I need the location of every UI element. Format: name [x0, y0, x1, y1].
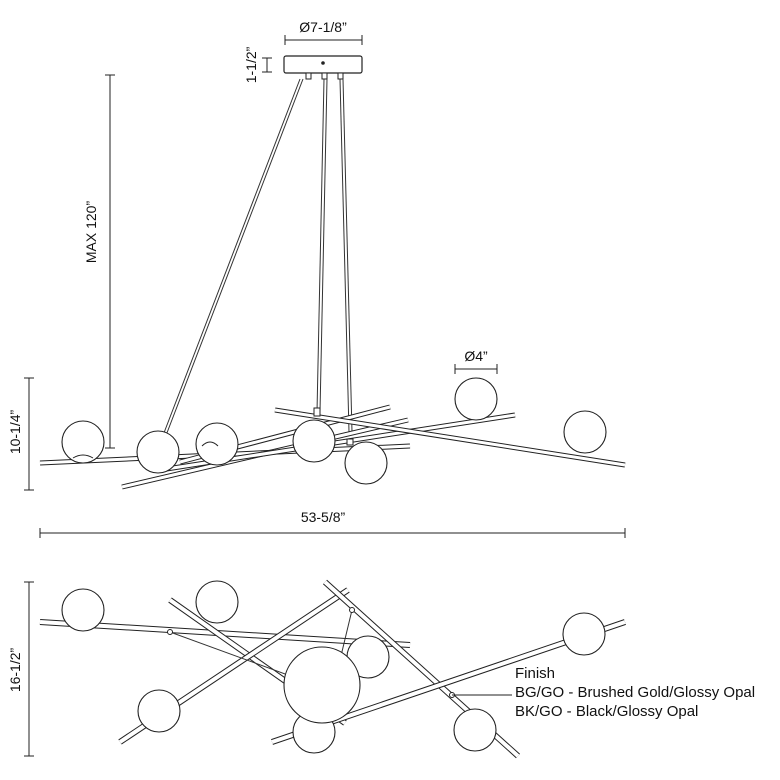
fixture-depth-dimension: 16-1/2”: [7, 581, 34, 757]
finish-option-bg-go: BG/GO - Brushed Gold/Glossy Opal: [515, 684, 755, 701]
canopy: [283, 55, 363, 80]
globe-diameter-dimension: Ø4”: [454, 348, 498, 374]
fixture-depth-label: 16-1/2”: [7, 647, 23, 692]
fixture-width-dimension: 53-5/8”: [39, 509, 626, 538]
max-height-dimension: MAX 120”: [83, 74, 115, 449]
canopy-diameter-label: Ø7-1/8”: [299, 19, 347, 35]
globe: [61, 588, 105, 632]
suspension-wires: [161, 78, 353, 439]
globe: [136, 430, 180, 474]
side-globes: [61, 377, 607, 485]
globe: [562, 612, 606, 656]
side-view: Ø7-1/8” 1-1/2”: [7, 19, 626, 538]
globe: [61, 420, 105, 464]
globe: [292, 419, 336, 463]
top-globes: [61, 580, 606, 754]
finish-title: Finish: [515, 665, 555, 682]
canopy-top-view: [283, 646, 361, 724]
globe: [195, 580, 239, 624]
canopy-height-dimension: 1-1/2”: [243, 46, 272, 83]
globe: [453, 708, 497, 752]
fixture-height-dimension: 10-1/4”: [7, 377, 34, 491]
fixture-height-label: 10-1/4”: [7, 409, 23, 454]
globe-diameter-label: Ø4”: [464, 348, 488, 364]
globe: [344, 441, 388, 485]
max-height-label: MAX 120”: [83, 201, 99, 264]
top-view: 16-1/2” Finish BG/GO - Brushed Gold/Glos…: [7, 579, 755, 759]
finish-callout: Finish BG/GO - Brushed Gold/Glossy Opal …: [515, 665, 755, 720]
finish-option-bk-go: BK/GO - Black/Glossy Opal: [515, 703, 698, 720]
globe: [195, 422, 239, 466]
canopy-height-label: 1-1/2”: [243, 46, 259, 83]
canopy-width-dimension: Ø7-1/8”: [284, 19, 363, 45]
globe: [137, 689, 181, 733]
globe: [454, 377, 498, 421]
globe: [563, 410, 607, 454]
fixture-width-label: 53-5/8”: [301, 509, 346, 525]
